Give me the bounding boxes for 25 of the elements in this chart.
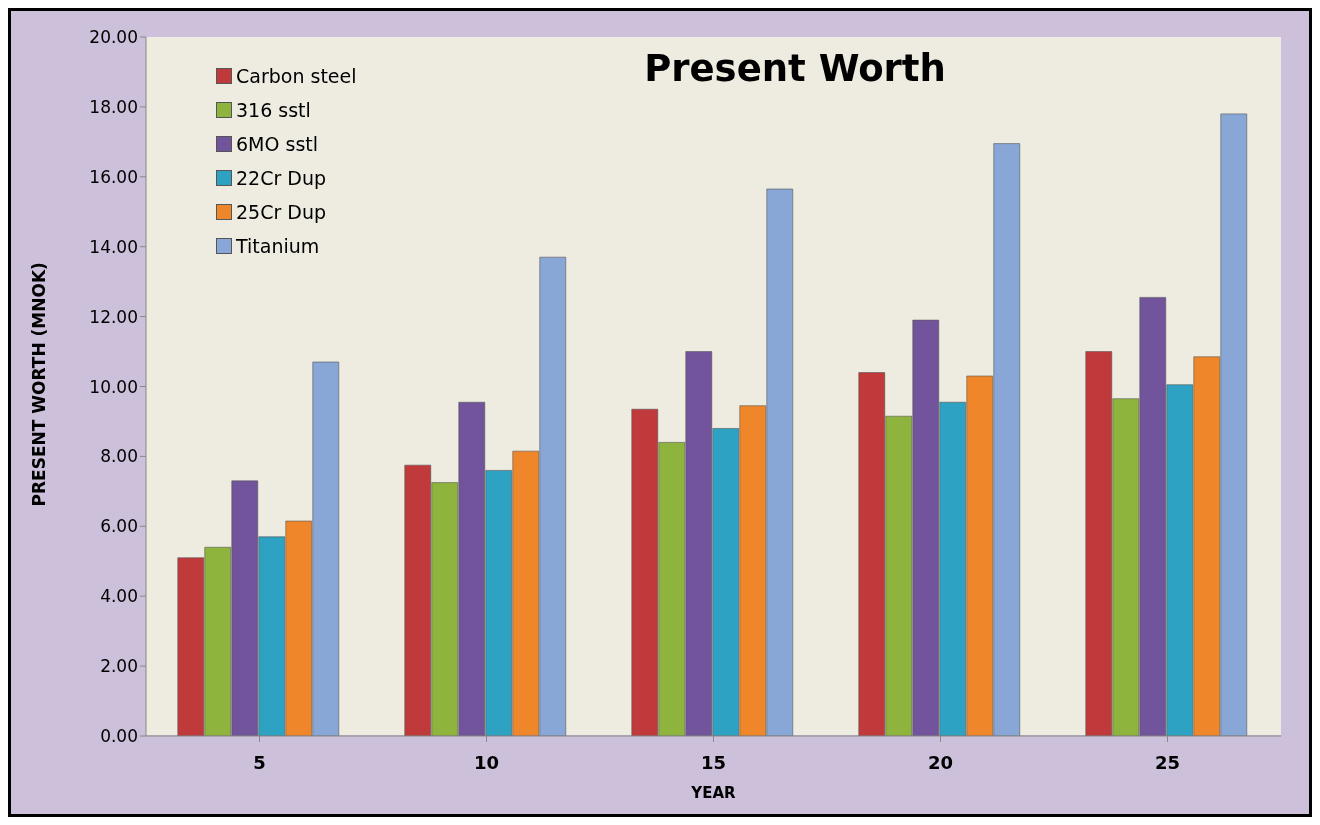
y-tick-label: 0.00 [100,726,138,747]
y-tick-label: 2.00 [100,656,138,677]
legend-label: 25Cr Dup [236,200,327,225]
chart-title: Present Worth [644,47,946,90]
y-tick-label: 10.00 [89,376,138,397]
y-tick-label: 12.00 [89,306,138,327]
legend-label: 6MO sstl [236,132,319,157]
x-tick-label: 5 [253,751,266,773]
x-tick-label: 20 [927,751,954,773]
x-tick-label: 10 [473,751,500,773]
legend-label: Carbon steel [236,64,357,89]
y-tick-label: 6.00 [100,516,138,537]
legend-label: Titanium [236,234,320,259]
y-tick-label: 18.00 [89,96,138,117]
y-tick-label: 14.00 [89,236,138,257]
legend-label: 22Cr Dup [236,166,327,191]
x-tick-label: 25 [1154,751,1181,773]
x-axis-title: YEAR [690,784,737,802]
y-tick-label: 20.00 [89,27,138,48]
legend-label: 316 sstl [236,98,311,123]
x-tick-label: 15 [700,751,727,773]
y-tick-label: 8.00 [100,446,138,467]
y-tick-label: 16.00 [89,166,138,187]
y-axis-title: PRESENT WORTH (MNOK) [29,262,50,507]
y-tick-label: 4.00 [100,586,138,607]
